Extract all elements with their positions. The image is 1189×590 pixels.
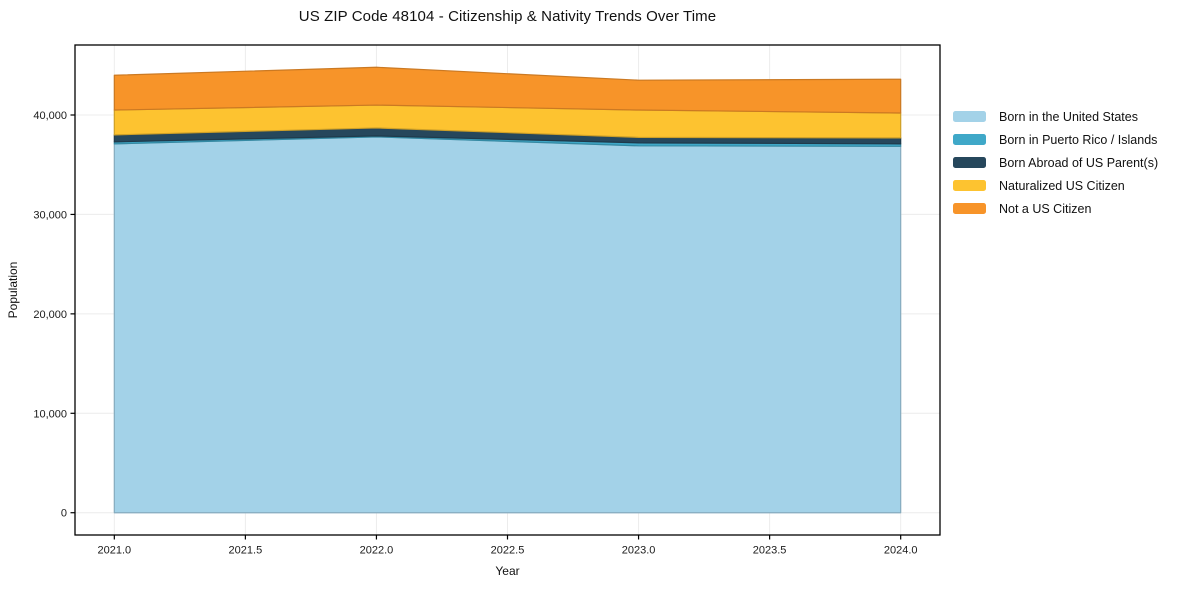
y-tick-label: 10,000 [33, 408, 67, 420]
stack-area-not-a-us-citizen [113, 66, 902, 114]
x-tick-label: 2022.5 [491, 545, 525, 557]
y-tick-label: 40,000 [33, 110, 67, 122]
chart-title: US ZIP Code 48104 - Citizenship & Nativi… [298, 8, 717, 25]
legend-item-not-a-us-citizen: Not a US Citizen [953, 197, 1158, 220]
legend: Born in the United States Born in Puerto … [953, 105, 1158, 220]
legend-swatch [953, 134, 986, 145]
x-tick-label: 2023.5 [753, 545, 787, 557]
x-tick-label: 2021.5 [229, 545, 263, 557]
stack-area-born-in-the-united-states [113, 136, 902, 514]
legend-item-born-abroad-of-us-parent-s: Born Abroad of US Parent(s) [953, 151, 1158, 174]
legend-swatch [953, 203, 986, 214]
legend-label: Not a US Citizen [999, 201, 1092, 216]
y-tick-label: 20,000 [33, 309, 67, 321]
x-tick-label: 2021.0 [97, 545, 131, 557]
legend-label: Naturalized US Citizen [999, 178, 1125, 193]
legend-label: Born Abroad of US Parent(s) [999, 155, 1159, 170]
legend-swatch [953, 157, 986, 168]
legend-swatch [953, 111, 986, 122]
x-tick-label: 2022.0 [360, 545, 394, 557]
x-axis-label: Year [495, 564, 520, 578]
x-tick-label: 2024.0 [884, 545, 918, 557]
x-tick-label: 2023.0 [622, 545, 656, 557]
legend-item-born-in-the-united-states: Born in the United States [953, 105, 1158, 128]
legend-swatch [953, 180, 986, 191]
legend-item-naturalized-us-citizen: Naturalized US Citizen [953, 174, 1158, 197]
y-tick-label: 30,000 [33, 209, 67, 221]
legend-item-born-in-puerto-rico-islands: Born in Puerto Rico / Islands [953, 128, 1158, 151]
legend-label: Born in the United States [999, 109, 1138, 124]
legend-label: Born in Puerto Rico / Islands [999, 132, 1158, 147]
y-tick-label: 0 [61, 508, 67, 520]
